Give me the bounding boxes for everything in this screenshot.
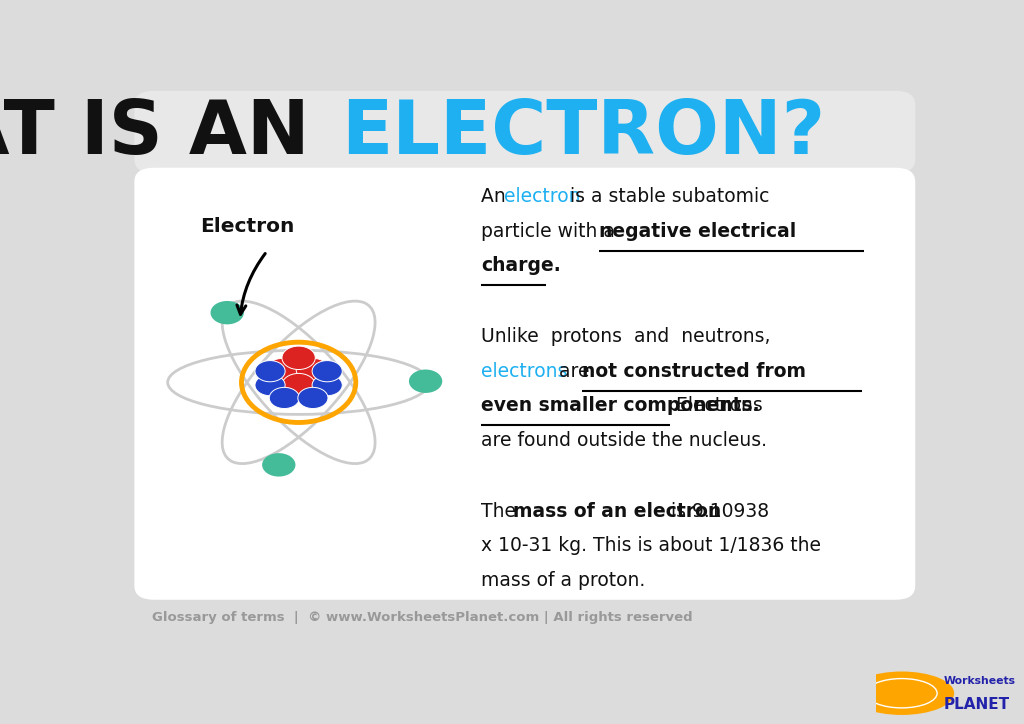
- FancyBboxPatch shape: [134, 90, 915, 173]
- Text: not constructed from: not constructed from: [582, 362, 806, 381]
- Text: electrons: electrons: [481, 362, 567, 381]
- Text: PLANET: PLANET: [944, 696, 1010, 712]
- Circle shape: [296, 358, 330, 382]
- Text: electron: electron: [504, 188, 581, 206]
- Text: x 10-31 kg. This is about 1/1836 the: x 10-31 kg. This is about 1/1836 the: [481, 536, 821, 555]
- Circle shape: [409, 369, 442, 393]
- Text: Worksheets: Worksheets: [944, 676, 1016, 686]
- Circle shape: [849, 672, 954, 715]
- Text: is 9.10938: is 9.10938: [666, 502, 769, 521]
- Circle shape: [282, 346, 315, 369]
- Text: are found outside the nucleus.: are found outside the nucleus.: [481, 431, 767, 450]
- Text: are: are: [553, 362, 595, 381]
- Text: mass of an electron: mass of an electron: [513, 502, 721, 521]
- Text: particle with a: particle with a: [481, 222, 621, 241]
- Text: mass of a proton.: mass of a proton.: [481, 571, 645, 590]
- Circle shape: [262, 453, 296, 476]
- FancyBboxPatch shape: [134, 168, 915, 599]
- Text: Glossary of terms  |  © www.WorksheetsPlanet.com | All rights reserved: Glossary of terms | © www.WorksheetsPlan…: [152, 611, 692, 624]
- Text: The: The: [481, 502, 522, 521]
- Circle shape: [255, 374, 285, 396]
- Text: is a stable subatomic: is a stable subatomic: [563, 188, 769, 206]
- Circle shape: [211, 301, 244, 324]
- Text: even smaller components.: even smaller components.: [481, 396, 760, 416]
- Text: Electrons: Electrons: [670, 396, 763, 416]
- Text: WHAT IS AN: WHAT IS AN: [0, 96, 336, 169]
- Circle shape: [312, 374, 342, 396]
- Text: charge.: charge.: [481, 256, 561, 275]
- Circle shape: [312, 361, 342, 382]
- Text: Electron: Electron: [200, 216, 294, 236]
- Circle shape: [282, 374, 315, 397]
- Circle shape: [269, 387, 299, 408]
- Text: An: An: [481, 188, 512, 206]
- Text: negative electrical: negative electrical: [599, 222, 796, 241]
- Text: Unlike  protons  and  neutrons,: Unlike protons and neutrons,: [481, 327, 771, 346]
- Circle shape: [266, 358, 299, 382]
- Circle shape: [298, 387, 328, 408]
- Text: ELECTRON?: ELECTRON?: [341, 96, 825, 169]
- Circle shape: [255, 361, 285, 382]
